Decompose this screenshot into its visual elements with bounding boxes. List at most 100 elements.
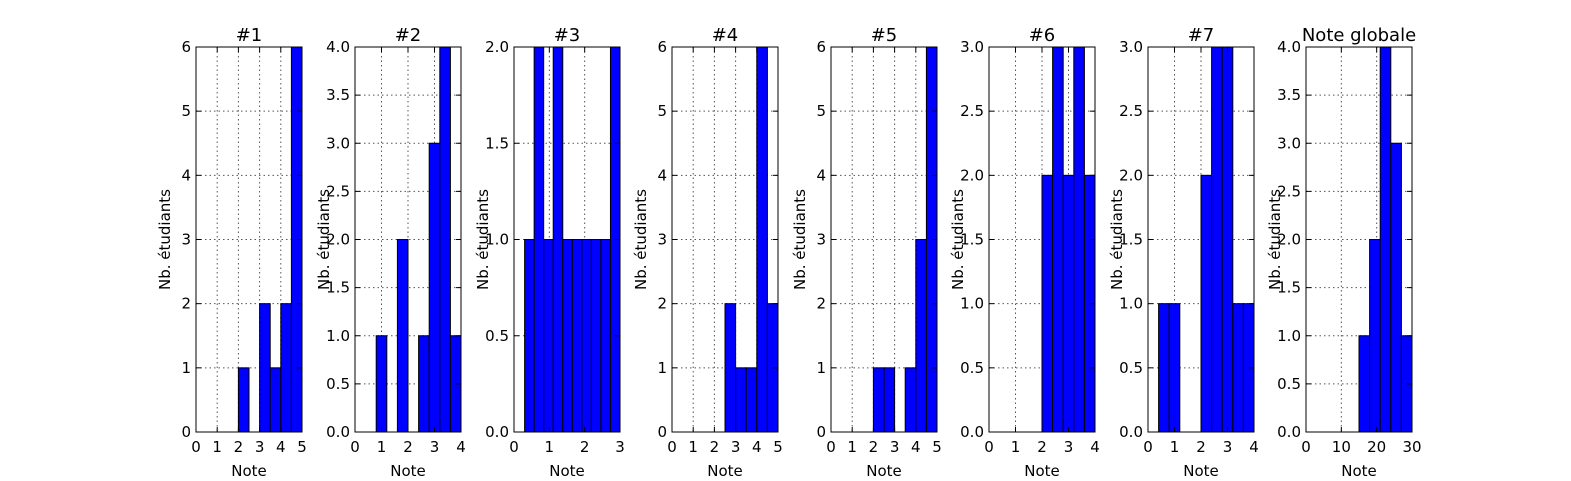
y-tick-label: 2.0 [326,231,350,249]
x-tick-label: 2 [403,438,413,456]
y-tick-label: 2 [816,295,826,313]
y-tick-label: 3.0 [1277,134,1301,152]
y-axis-label: Nb. étudiants [474,189,492,290]
histogram-bar [259,303,271,433]
x-axis-label: Note [866,462,902,480]
x-tick-label: 0 [984,438,994,456]
histogram-bar [375,335,388,433]
y-tick-label: 1.0 [485,231,509,249]
y-tick-label: 0.0 [485,423,509,441]
histogram-bar [543,239,554,433]
histogram-bar [756,46,768,433]
y-axis-label: Nb. étudiants [949,189,967,290]
x-axis-label: Note [390,462,426,480]
x-tick-label: 3 [731,438,741,456]
histogram-bar [428,142,441,433]
histogram-bar [237,367,250,433]
y-tick-label: 3 [657,231,667,249]
y-axis-label: Nb. étudiants [791,189,809,290]
y-tick-label: 0.5 [485,327,509,345]
histogram-bar [735,367,747,433]
histogram-bar [418,335,430,433]
subplot-title: #1 [236,25,263,46]
x-tick-label: 1 [847,438,857,456]
histogram-bar [1200,174,1213,433]
y-tick-label: 3.0 [326,134,350,152]
x-tick-label: 1 [545,438,555,456]
y-tick-label: 1.5 [1119,231,1143,249]
y-axis-label: Nb. étudiants [1108,189,1126,290]
histogram-bar [1232,303,1244,433]
y-tick-label: 4 [657,166,667,184]
x-tick-label: 5 [932,438,942,456]
x-tick-label: 3 [1223,438,1233,456]
y-tick-label: 3 [816,231,826,249]
x-tick-label: 4 [1090,438,1100,456]
subplot-6: 0 1 2 3 4 0.0 0.5 1.0 1.5 2.0 2.5 3.0 #6 Note Nb. étud… [949,25,1100,480]
x-tick-label: 0 [1143,438,1153,456]
histogram-bar [1379,46,1392,433]
histogram-bar [1390,142,1402,433]
y-tick-label: 3.0 [960,38,984,56]
histogram-bar [269,367,282,433]
y-tick-label: 2.5 [1277,182,1301,200]
histogram-bar [915,239,927,433]
histogram-bar [904,367,917,433]
x-tick-label: 3 [255,438,265,456]
histogram-bar [1168,303,1181,433]
x-tick-label: 20 [1367,438,1386,456]
y-tick-label: 1.5 [960,231,984,249]
histogram-bar [1158,303,1170,433]
subplot-7: 0 1 2 3 4 0.0 0.5 1.0 1.5 2.0 2.5 3.0 #7 Note Nb. étud… [1108,25,1259,480]
x-tick-label: 1 [1011,438,1021,456]
y-tick-label: 1 [181,359,191,377]
histogram-bar [439,46,451,433]
x-tick-label: 10 [1332,438,1351,456]
x-tick-label: 0 [826,438,836,456]
y-tick-label: 4 [816,166,826,184]
x-tick-label: 2 [580,438,590,456]
subplot-3: 0 1 2 3 0.0 0.5 1.0 1.5 2.0 #3 Note Nb. étudiants [474,25,625,480]
y-tick-label: 1 [657,359,667,377]
histogram-bar [1358,335,1371,433]
histogram-bar [562,239,573,433]
y-tick-label: 2.5 [326,182,350,200]
y-tick-label: 0 [181,423,191,441]
x-axis-label: Note [231,462,267,480]
x-axis-label: Note [707,462,743,480]
histogram-bar [533,46,545,433]
subplot-title: #2 [395,25,422,46]
y-tick-label: 3.5 [326,86,350,104]
histogram-bar [883,367,896,433]
histogram-bar [1221,46,1234,433]
x-tick-label: 4 [752,438,762,456]
x-tick-label: 2 [1037,438,1047,456]
x-tick-label: 1 [377,438,387,456]
histogram-bar [724,303,737,433]
y-tick-label: 2.0 [1119,166,1143,184]
histogram-bar [524,239,535,433]
x-tick-label: 4 [276,438,286,456]
y-tick-label: 0.0 [1277,423,1301,441]
subplot-title: #4 [712,25,739,46]
x-tick-label: 3 [615,438,625,456]
y-tick-label: 5 [657,102,667,120]
x-tick-label: 3 [890,438,900,456]
x-tick-label: 1 [1170,438,1180,456]
x-tick-label: 4 [456,438,466,456]
y-tick-label: 0 [657,423,667,441]
x-tick-label: 0 [191,438,201,456]
x-tick-label: 3 [430,438,440,456]
y-tick-label: 0.5 [960,359,984,377]
histogram-bar [1041,174,1054,433]
subplot-title: #7 [1188,25,1215,46]
x-axis-label: Note [549,462,585,480]
y-tick-label: 2 [657,295,667,313]
x-axis-label: Note [1183,462,1219,480]
y-axis-label: Nb. étudiants [315,189,333,290]
x-tick-label: 30 [1402,438,1421,456]
x-tick-label: 0 [667,438,677,456]
x-tick-label: 2 [234,438,244,456]
